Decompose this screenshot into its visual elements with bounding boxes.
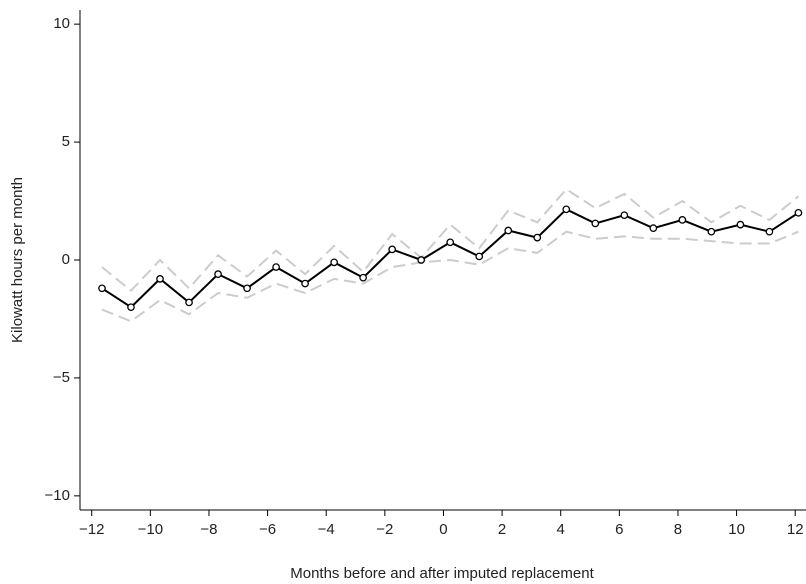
x-tick-label: 0 bbox=[439, 521, 447, 538]
data-point bbox=[127, 303, 135, 312]
x-tick-label: −8 bbox=[200, 521, 217, 538]
data-point bbox=[504, 226, 513, 235]
x-axis-label: Months before and after imputed replacem… bbox=[290, 565, 594, 582]
data-point bbox=[533, 233, 542, 242]
y-tick-label: 10 bbox=[53, 15, 70, 32]
data-point bbox=[649, 224, 658, 233]
data-point bbox=[185, 298, 193, 307]
data-point bbox=[388, 245, 397, 254]
data-point bbox=[620, 211, 629, 220]
data-point bbox=[736, 220, 745, 229]
y-tick-label: −5 bbox=[53, 369, 70, 386]
x-tick-label: 8 bbox=[674, 521, 682, 538]
data-point bbox=[243, 284, 251, 293]
x-tick-label: 2 bbox=[498, 521, 506, 538]
data-point bbox=[359, 273, 368, 282]
data-point bbox=[591, 219, 600, 228]
x-tick-label: 4 bbox=[557, 521, 565, 538]
data-point bbox=[794, 208, 803, 217]
y-tick-label: −10 bbox=[45, 487, 70, 504]
data-point bbox=[765, 227, 774, 236]
data-point bbox=[156, 275, 164, 283]
data-point bbox=[98, 284, 106, 293]
data-point bbox=[446, 238, 455, 247]
x-tick-label: −2 bbox=[376, 521, 393, 538]
x-tick-label: 6 bbox=[615, 521, 623, 538]
x-tick-label: −4 bbox=[318, 521, 335, 538]
x-tick-label: −10 bbox=[138, 521, 163, 538]
data-point bbox=[301, 279, 309, 288]
x-tick-label: 12 bbox=[787, 521, 804, 538]
data-point bbox=[707, 227, 716, 236]
data-point bbox=[214, 270, 222, 279]
y-tick-label: 5 bbox=[62, 133, 70, 150]
data-point bbox=[678, 216, 687, 224]
data-point bbox=[272, 263, 280, 271]
data-point bbox=[562, 205, 571, 214]
x-tick-label: −6 bbox=[259, 521, 276, 538]
x-tick-label: 10 bbox=[728, 521, 745, 538]
y-tick-label: 0 bbox=[62, 251, 70, 268]
data-point bbox=[475, 252, 484, 261]
x-tick-label: −12 bbox=[79, 521, 104, 538]
series-line bbox=[101, 230, 799, 323]
series-line bbox=[101, 208, 799, 309]
data-point bbox=[330, 258, 338, 267]
data-point bbox=[417, 256, 426, 264]
y-axis-label: Kilowatt hours per month bbox=[9, 177, 26, 343]
series-line bbox=[101, 187, 800, 293]
